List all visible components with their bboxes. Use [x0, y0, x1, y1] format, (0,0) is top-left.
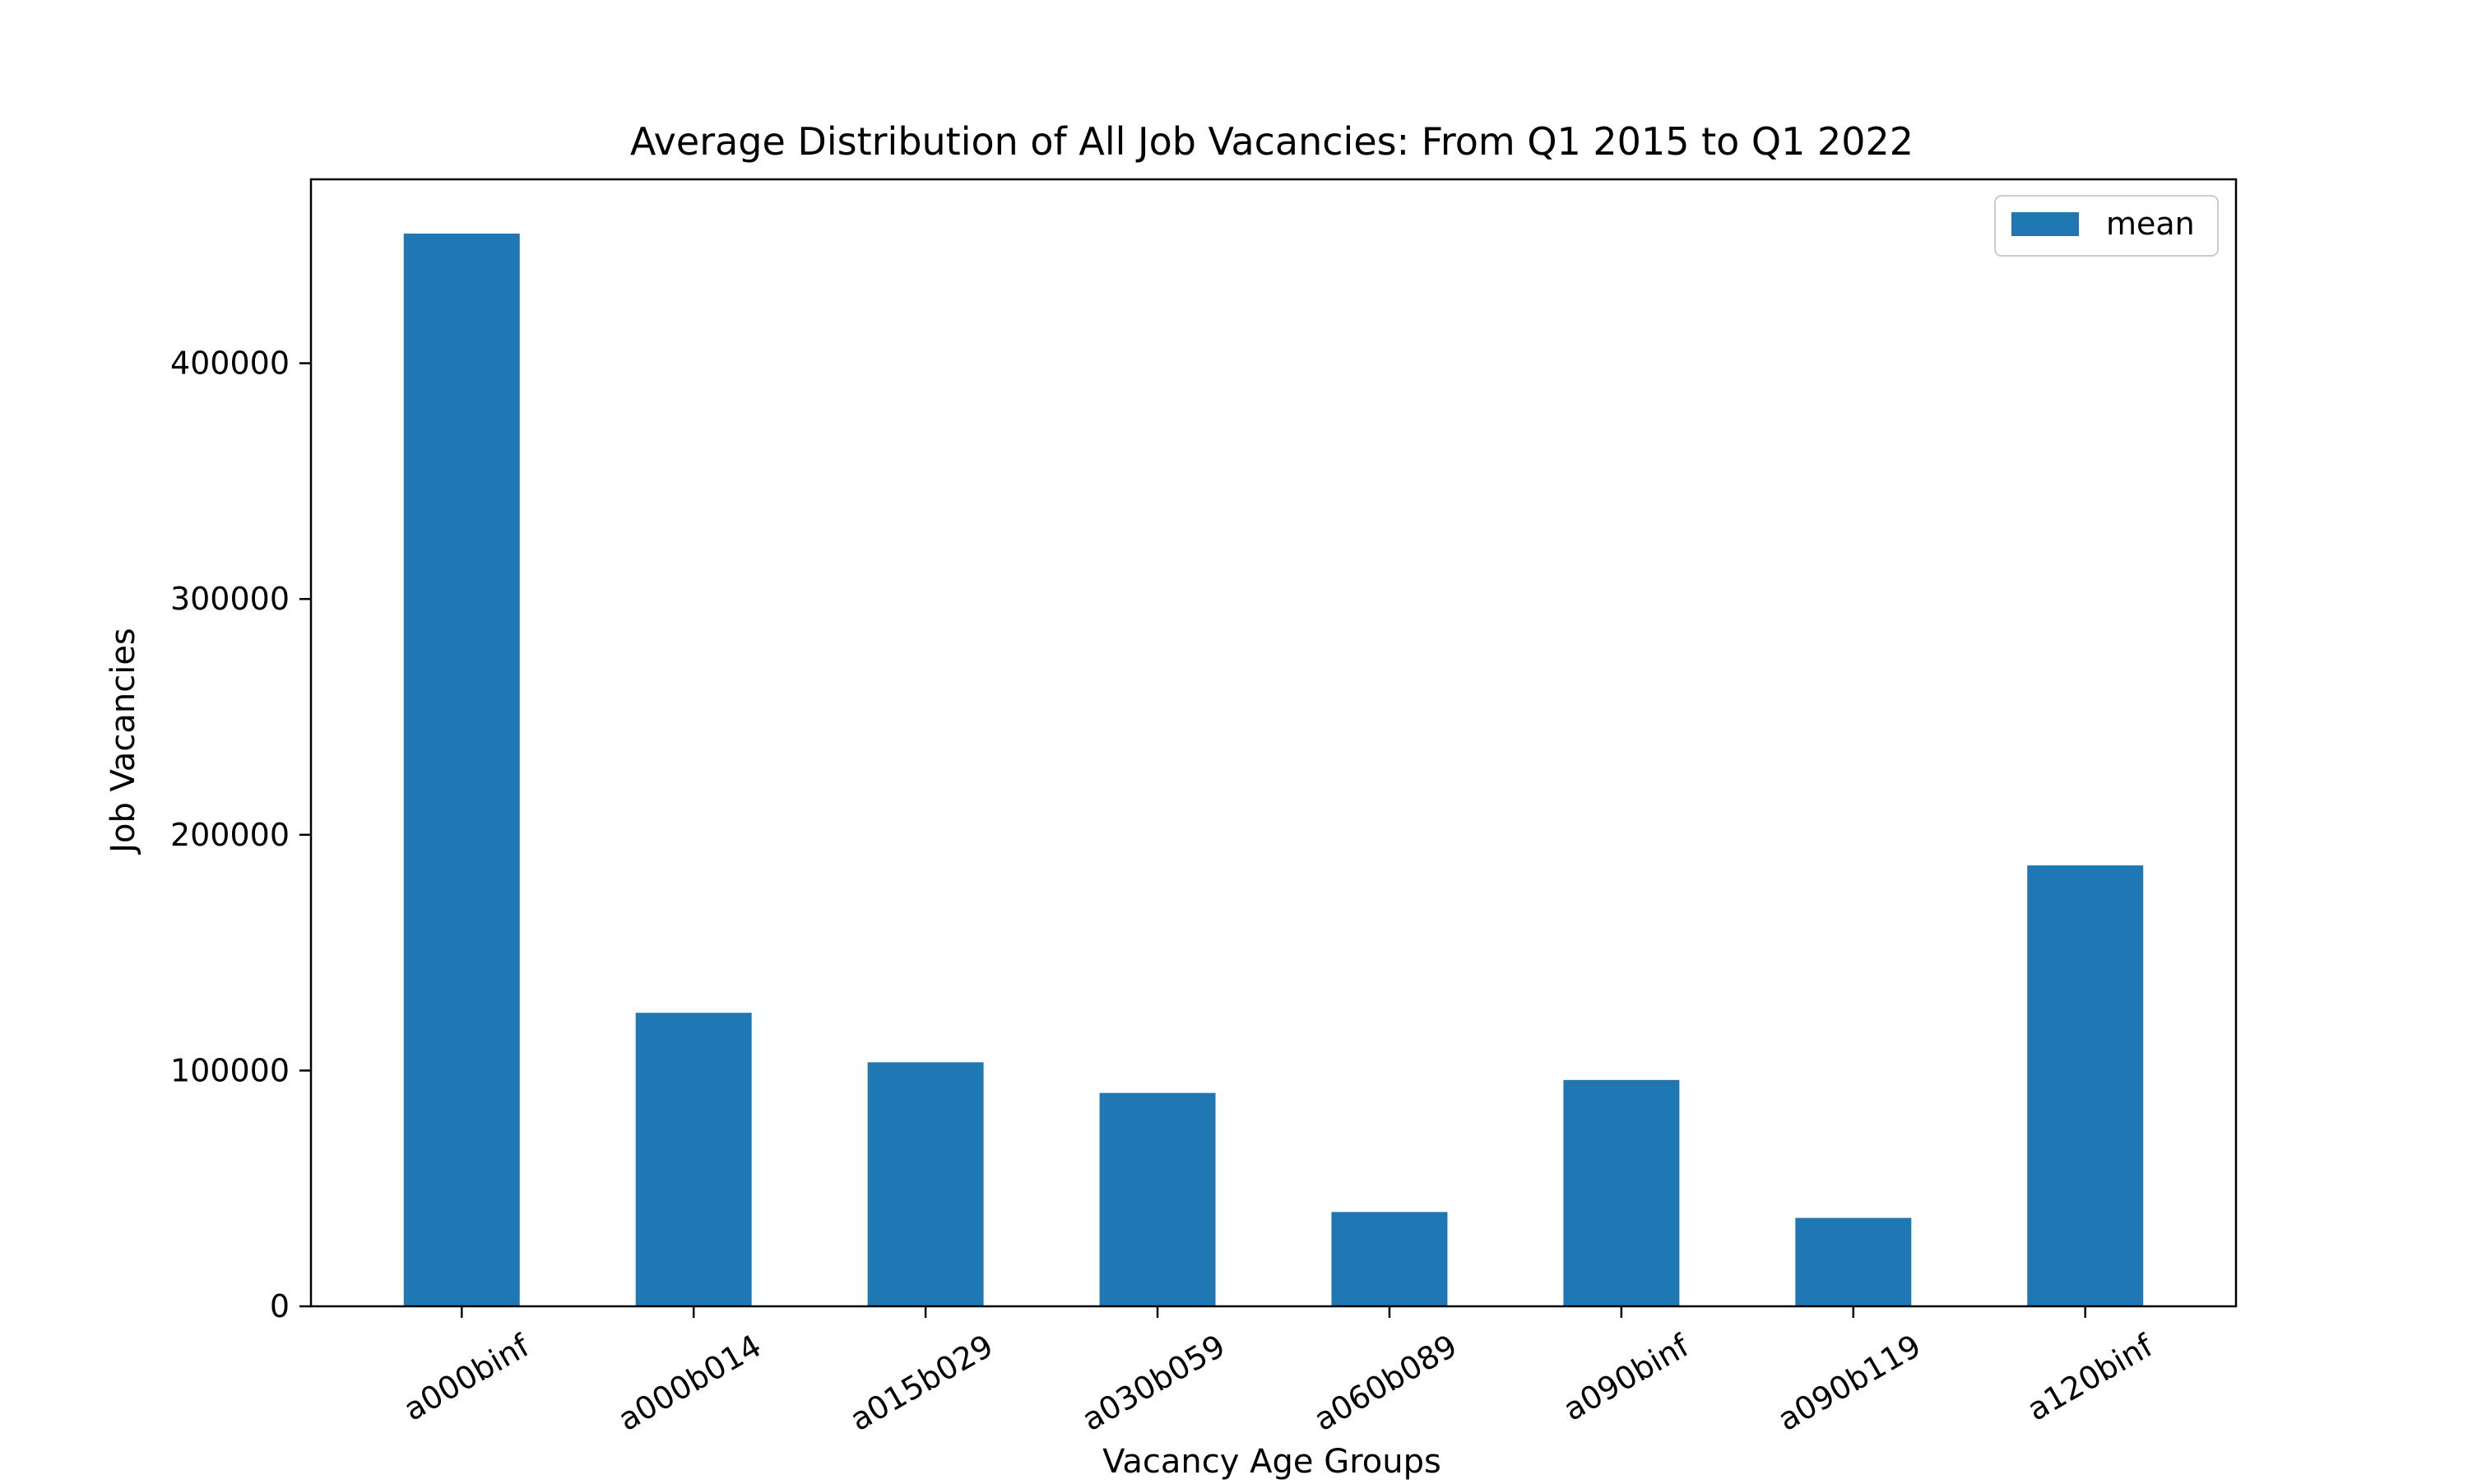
legend-frame: [1994, 195, 2219, 257]
bar-a060b089: [1331, 1212, 1448, 1306]
y-tick-label-2: 200000: [170, 817, 290, 853]
bar-a000b014: [635, 1013, 752, 1306]
plot-area-frame: [309, 178, 2238, 1308]
bar-a015b029: [867, 1062, 984, 1306]
y-tick-label-1: 100000: [170, 1052, 290, 1088]
y-tick-label-0: 0: [270, 1288, 290, 1324]
bar-a000binf: [403, 233, 520, 1306]
bars-layer: [403, 233, 2144, 1306]
x-axis-label: Vacancy Age Groups: [1102, 1443, 1441, 1481]
y-axis-label: Job Vacancies: [104, 628, 142, 856]
y-tick-label-4: 400000: [170, 345, 290, 382]
y-axis: 0 100000 200000 300000 400000: [170, 345, 311, 1324]
legend: mean: [1994, 195, 2219, 257]
legend-swatch: [2011, 212, 2079, 236]
legend-label-mean: mean: [2106, 206, 2195, 242]
bar-a120binf: [2027, 865, 2144, 1306]
bar-a090binf: [1563, 1079, 1680, 1306]
bar-a030b059: [1099, 1092, 1216, 1306]
y-tick-label-3: 300000: [170, 581, 290, 617]
chart-title: Average Distribution of All Job Vacancie…: [630, 119, 1914, 164]
bar-a090b119: [1795, 1217, 1912, 1306]
